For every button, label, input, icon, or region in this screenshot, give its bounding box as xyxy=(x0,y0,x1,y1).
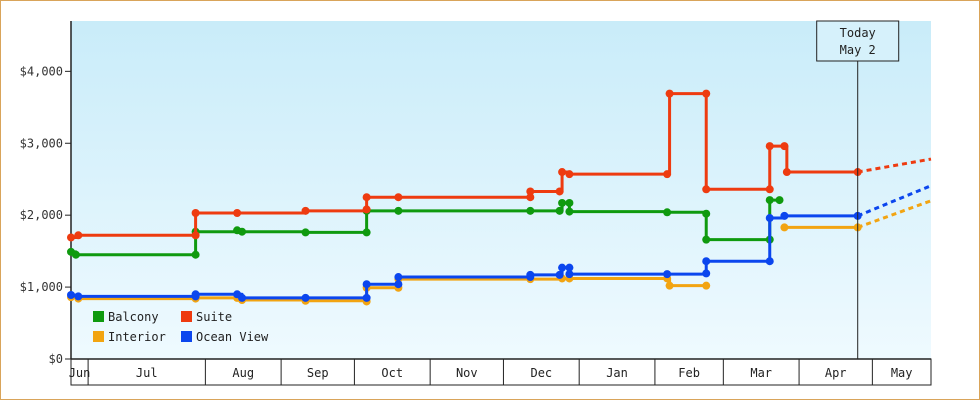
data-point-ocean-view xyxy=(780,211,789,220)
data-point-ocean-view xyxy=(558,263,567,272)
legend-label-balcony: Balcony xyxy=(108,310,159,324)
data-point-balcony xyxy=(558,198,567,207)
data-point-interior xyxy=(702,281,711,290)
data-point-interior xyxy=(780,223,789,232)
data-point-ocean-view xyxy=(67,290,75,299)
legend-label-interior: Interior xyxy=(108,330,166,344)
data-point-ocean-view xyxy=(394,273,403,282)
month-label: Jul xyxy=(136,366,158,380)
y-tick-label: $4,000 xyxy=(20,64,63,78)
data-point-balcony xyxy=(301,228,310,237)
data-point-suite xyxy=(362,193,371,202)
data-point-suite xyxy=(565,170,574,179)
y-tick-label: $0 xyxy=(49,352,63,366)
data-point-balcony xyxy=(526,206,535,215)
y-tick-label: $3,000 xyxy=(20,136,63,150)
data-point-ocean-view xyxy=(301,293,310,302)
data-point-suite xyxy=(765,142,774,151)
month-label: Sep xyxy=(307,366,329,380)
data-point-ocean-view xyxy=(765,257,774,266)
data-point-balcony xyxy=(775,196,784,205)
data-point-suite xyxy=(702,89,711,98)
data-point-suite xyxy=(301,206,310,215)
forecast-line-interior xyxy=(857,199,932,229)
data-point-suite xyxy=(663,170,672,179)
y-tick-label: $1,000 xyxy=(20,280,63,294)
data-point-ocean-view xyxy=(702,269,711,278)
data-point-suite xyxy=(74,231,83,240)
today-box xyxy=(816,20,900,62)
data-point-balcony xyxy=(71,250,80,259)
plot-area xyxy=(71,21,931,359)
month-label: Jan xyxy=(606,366,628,380)
data-point-ocean-view xyxy=(238,293,247,302)
month-label: Feb xyxy=(678,366,700,380)
data-point-ocean-view xyxy=(555,270,564,279)
today-label: Today xyxy=(840,26,876,40)
month-label: Nov xyxy=(456,366,478,380)
x-axis-band xyxy=(70,358,932,386)
month-label: Aug xyxy=(232,366,254,380)
legend-swatch-suite xyxy=(181,311,192,322)
forecast-line-suite xyxy=(857,157,932,174)
data-point-balcony xyxy=(702,209,711,218)
data-point-ocean-view xyxy=(526,270,535,279)
month-label: Dec xyxy=(530,366,552,380)
data-point-suite xyxy=(765,185,774,194)
data-point-suite xyxy=(526,193,535,202)
data-point-ocean-view xyxy=(362,293,371,302)
data-point-suite xyxy=(702,185,711,194)
data-point-suite xyxy=(394,193,403,202)
data-point-balcony xyxy=(555,206,564,215)
data-point-balcony xyxy=(702,235,711,244)
data-point-suite xyxy=(191,231,200,240)
today-date: May 2 xyxy=(840,43,876,57)
data-point-balcony xyxy=(565,207,574,216)
legend-label-ocean-view: Ocean View xyxy=(196,330,269,344)
data-point-suite xyxy=(191,209,200,218)
data-point-suite xyxy=(782,168,791,177)
data-point-suite xyxy=(780,142,789,151)
data-point-balcony xyxy=(362,228,371,237)
legend-label-suite: Suite xyxy=(196,310,232,324)
data-point-suite xyxy=(558,168,567,177)
data-point-suite xyxy=(526,187,535,196)
data-point-ocean-view xyxy=(362,280,371,289)
data-point-balcony xyxy=(663,208,672,217)
y-tick-label: $2,000 xyxy=(20,208,63,222)
month-label: Jun xyxy=(69,366,91,380)
data-point-suite xyxy=(665,89,674,98)
data-point-ocean-view xyxy=(394,280,403,289)
data-point-ocean-view xyxy=(702,257,711,266)
data-point-balcony xyxy=(394,206,403,215)
data-point-ocean-view xyxy=(74,292,83,301)
data-point-suite xyxy=(555,187,564,196)
data-point-suite xyxy=(362,205,371,214)
month-label: Oct xyxy=(381,366,403,380)
data-point-balcony xyxy=(238,227,247,236)
forecast-line-ocean-view xyxy=(857,184,932,218)
data-point-ocean-view xyxy=(765,214,774,223)
month-label: May xyxy=(891,366,913,380)
data-point-ocean-view xyxy=(565,263,574,272)
data-point-suite xyxy=(233,209,242,218)
data-point-balcony xyxy=(765,196,774,205)
legend-swatch-ocean-view xyxy=(181,331,192,342)
data-point-balcony xyxy=(191,250,200,259)
legend-swatch-balcony xyxy=(93,311,104,322)
legend-swatch-interior xyxy=(93,331,104,342)
data-point-ocean-view xyxy=(663,270,672,279)
data-point-ocean-view xyxy=(191,290,200,299)
data-point-ocean-view xyxy=(565,270,574,279)
data-point-interior xyxy=(665,281,674,290)
month-label: Apr xyxy=(825,366,847,380)
month-label: Mar xyxy=(750,366,772,380)
data-point-balcony xyxy=(565,198,574,207)
data-point-suite xyxy=(67,233,75,242)
